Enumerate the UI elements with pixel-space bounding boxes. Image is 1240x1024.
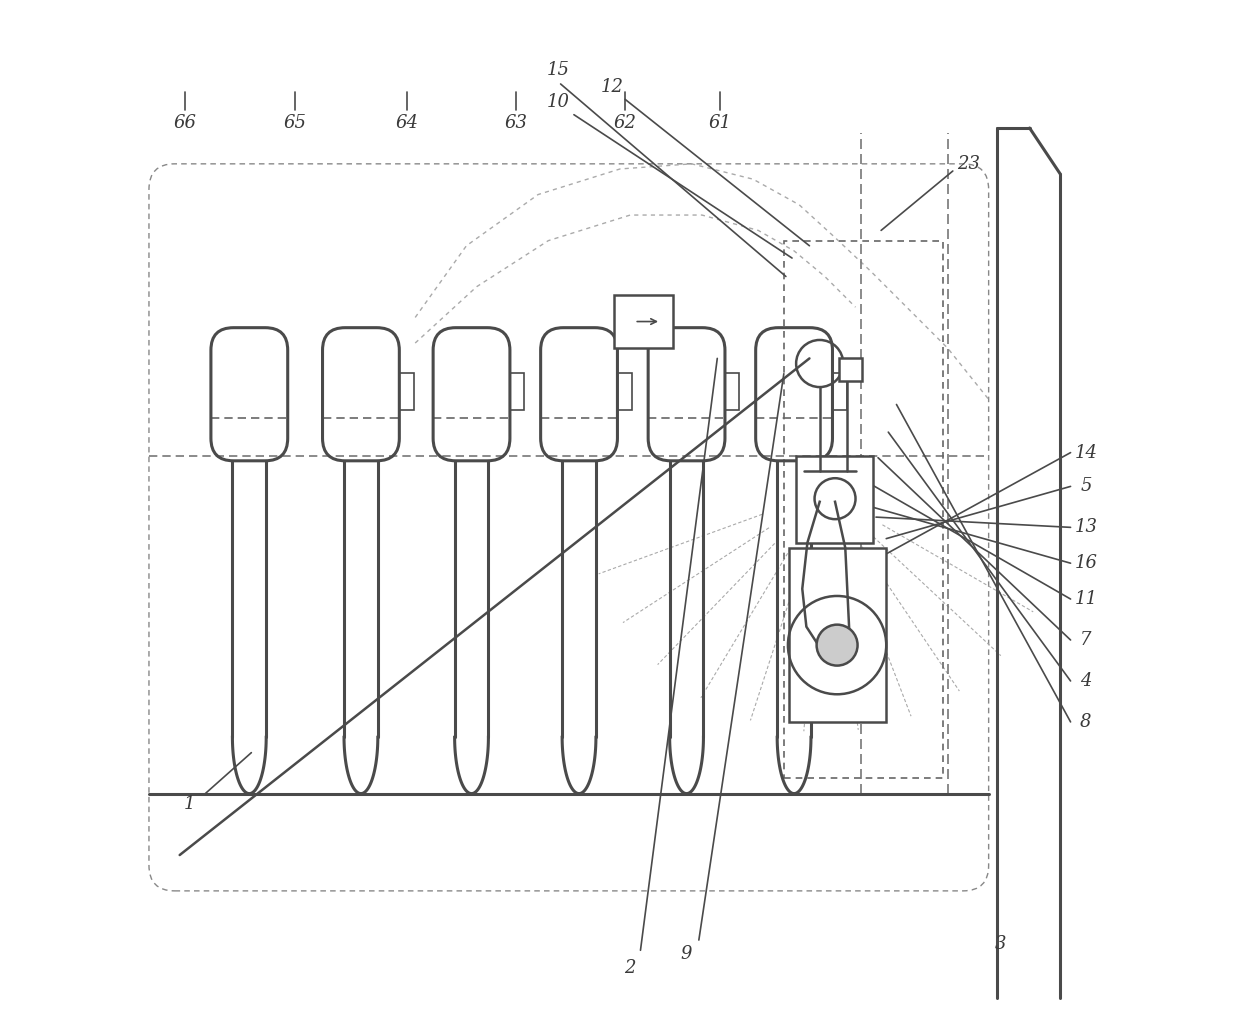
Text: 11: 11 (1074, 590, 1097, 608)
Circle shape (817, 625, 858, 666)
Bar (832, 374, 847, 411)
Bar (789, 548, 887, 722)
Bar (796, 456, 873, 543)
Text: 9: 9 (681, 945, 692, 964)
Text: 61: 61 (709, 114, 732, 132)
Text: 13: 13 (1074, 518, 1097, 537)
Bar (618, 374, 631, 411)
Text: 23: 23 (957, 155, 980, 173)
Text: 66: 66 (174, 114, 196, 132)
Text: 12: 12 (600, 78, 624, 96)
Text: 1: 1 (185, 795, 196, 813)
Text: 63: 63 (503, 114, 527, 132)
Text: 2: 2 (625, 958, 636, 977)
Bar (399, 374, 414, 411)
Text: 15: 15 (547, 60, 570, 79)
Bar (510, 374, 525, 411)
Text: 3: 3 (996, 935, 1007, 953)
Text: 5: 5 (1080, 477, 1091, 496)
Text: 16: 16 (1074, 554, 1097, 572)
Text: 8: 8 (1080, 713, 1091, 731)
Text: 62: 62 (614, 114, 636, 132)
Text: 4: 4 (1080, 672, 1091, 690)
Text: 10: 10 (547, 93, 570, 112)
Text: 64: 64 (396, 114, 419, 132)
Bar (784, 241, 942, 778)
Bar (839, 358, 862, 381)
Text: 7: 7 (1080, 631, 1091, 649)
Bar (614, 295, 673, 348)
Text: 65: 65 (284, 114, 306, 132)
Text: 14: 14 (1074, 443, 1097, 462)
Bar (725, 374, 739, 411)
